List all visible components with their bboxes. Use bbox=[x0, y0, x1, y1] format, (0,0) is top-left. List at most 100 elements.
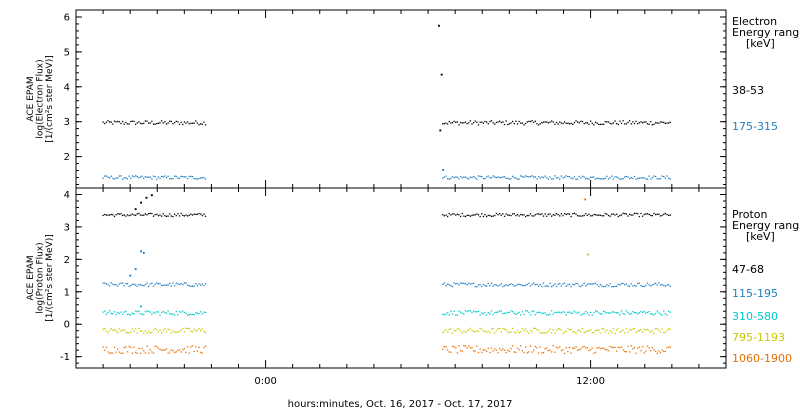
data-point bbox=[565, 314, 567, 316]
data-point bbox=[471, 123, 473, 125]
data-point bbox=[555, 177, 558, 179]
data-point bbox=[154, 327, 156, 330]
data-point bbox=[617, 346, 619, 348]
data-point bbox=[469, 215, 472, 217]
data-point bbox=[521, 350, 524, 352]
data-point bbox=[536, 283, 538, 286]
data-point bbox=[175, 120, 177, 122]
data-point bbox=[182, 123, 184, 126]
data-point bbox=[588, 330, 590, 332]
data-point bbox=[178, 123, 181, 126]
data-point bbox=[469, 347, 472, 349]
x-axis-label: hours:minutes, Oct. 16, 2017 - Oct. 17, … bbox=[288, 399, 513, 410]
data-point bbox=[533, 349, 535, 351]
data-point bbox=[476, 121, 478, 123]
data-point bbox=[178, 330, 181, 333]
data-point bbox=[487, 214, 489, 217]
data-point bbox=[572, 213, 574, 215]
data-point bbox=[196, 284, 199, 287]
data-point bbox=[520, 175, 522, 177]
data-point bbox=[534, 176, 537, 178]
data-point bbox=[518, 215, 520, 217]
data-point bbox=[575, 282, 577, 285]
data-point bbox=[570, 122, 572, 125]
data-point bbox=[544, 332, 546, 334]
data-point bbox=[611, 213, 613, 216]
data-point bbox=[541, 312, 543, 315]
data-point bbox=[583, 214, 585, 217]
data-point bbox=[628, 120, 631, 122]
data-point bbox=[591, 215, 593, 217]
data-point bbox=[492, 285, 494, 287]
data-point bbox=[502, 285, 504, 288]
data-point bbox=[143, 177, 145, 179]
data-point bbox=[115, 121, 117, 123]
data-point bbox=[658, 178, 660, 180]
data-point bbox=[481, 213, 483, 215]
data-point bbox=[580, 331, 582, 333]
data-point bbox=[606, 349, 608, 351]
data-point bbox=[653, 212, 655, 215]
data-point bbox=[121, 352, 124, 354]
data-point bbox=[456, 213, 459, 215]
data-point bbox=[602, 123, 605, 126]
data-point bbox=[490, 310, 493, 312]
data-point bbox=[108, 310, 111, 312]
data-point bbox=[585, 347, 587, 349]
data-point bbox=[513, 285, 515, 287]
data-point bbox=[546, 215, 548, 217]
data-point bbox=[516, 213, 519, 216]
data-point bbox=[659, 121, 662, 123]
data-point bbox=[497, 352, 499, 354]
data-point bbox=[481, 175, 483, 178]
data-point bbox=[637, 212, 639, 215]
data-point bbox=[485, 176, 488, 178]
data-point bbox=[593, 176, 595, 178]
data-point bbox=[458, 345, 460, 347]
data-point bbox=[129, 274, 132, 277]
data-point bbox=[105, 330, 108, 332]
data-point bbox=[170, 120, 173, 123]
data-point bbox=[625, 283, 628, 285]
data-point bbox=[546, 121, 548, 123]
data-point bbox=[498, 120, 501, 122]
data-point bbox=[188, 175, 190, 178]
data-point bbox=[455, 283, 457, 285]
data-point bbox=[450, 122, 452, 124]
data-point bbox=[541, 176, 543, 178]
data-point bbox=[143, 313, 145, 316]
data-point bbox=[443, 282, 446, 284]
data-point bbox=[633, 175, 636, 178]
data-point bbox=[534, 327, 537, 330]
data-point bbox=[640, 212, 642, 215]
data-point bbox=[199, 177, 202, 179]
data-point bbox=[472, 175, 475, 178]
data-point bbox=[108, 285, 111, 287]
data-point bbox=[165, 348, 168, 350]
data-point bbox=[588, 349, 590, 352]
data-point bbox=[585, 331, 587, 333]
data-point bbox=[185, 351, 187, 354]
data-point bbox=[515, 177, 517, 179]
data-point bbox=[115, 214, 117, 216]
data-point bbox=[620, 330, 623, 332]
data-point bbox=[125, 121, 127, 124]
data-point bbox=[173, 331, 176, 333]
data-point bbox=[182, 310, 184, 312]
data-point bbox=[482, 283, 485, 286]
data-point bbox=[199, 284, 202, 286]
y-tick-label: 4 bbox=[64, 82, 70, 93]
data-point bbox=[443, 176, 446, 178]
data-point bbox=[188, 123, 190, 125]
data-point bbox=[482, 313, 485, 315]
data-point bbox=[102, 214, 104, 217]
data-point bbox=[638, 346, 641, 348]
data-point bbox=[494, 283, 496, 286]
data-point bbox=[138, 327, 140, 330]
data-point bbox=[599, 313, 602, 315]
data-point bbox=[622, 349, 624, 351]
data-point bbox=[201, 214, 203, 217]
data-point bbox=[126, 214, 129, 216]
data-point bbox=[463, 330, 465, 332]
data-point bbox=[464, 215, 467, 218]
